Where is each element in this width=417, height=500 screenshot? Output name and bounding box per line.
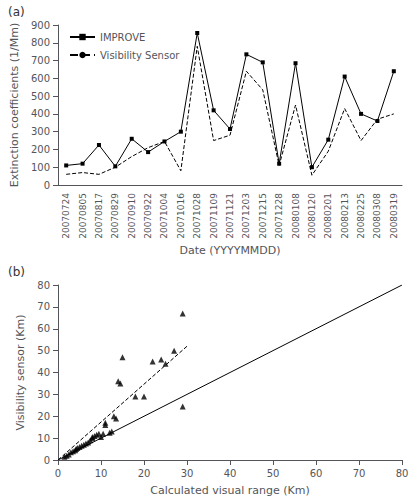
svg-text:60: 60 bbox=[310, 468, 323, 479]
svg-text:Date (YYYYMMDD): Date (YYYYMMDD) bbox=[179, 244, 280, 257]
svg-text:Extinction coefficients (1/Mm): Extinction coefficients (1/Mm) bbox=[8, 23, 21, 187]
svg-text:400: 400 bbox=[31, 108, 50, 119]
svg-text:20080319: 20080319 bbox=[389, 193, 399, 239]
svg-text:0: 0 bbox=[44, 455, 50, 466]
svg-text:40: 40 bbox=[224, 468, 237, 479]
svg-text:200: 200 bbox=[31, 144, 50, 155]
svg-text:500: 500 bbox=[31, 91, 50, 102]
svg-text:10: 10 bbox=[37, 433, 50, 444]
svg-text:20: 20 bbox=[138, 468, 151, 479]
svg-text:20080213: 20080213 bbox=[340, 193, 350, 239]
svg-text:20070829: 20070829 bbox=[110, 193, 120, 239]
svg-text:0: 0 bbox=[44, 180, 50, 191]
svg-text:80: 80 bbox=[37, 280, 50, 291]
svg-text:20071215: 20071215 bbox=[258, 193, 268, 239]
svg-text:900: 900 bbox=[31, 20, 50, 31]
svg-text:20080308: 20080308 bbox=[372, 193, 382, 239]
svg-text:Visibility Sensor: Visibility Sensor bbox=[100, 50, 180, 61]
svg-text:50: 50 bbox=[267, 468, 280, 479]
svg-text:0: 0 bbox=[55, 468, 61, 479]
svg-text:20080108: 20080108 bbox=[291, 193, 301, 239]
svg-text:30: 30 bbox=[181, 468, 194, 479]
svg-text:20080225: 20080225 bbox=[356, 193, 366, 239]
svg-text:20070805: 20070805 bbox=[78, 193, 88, 239]
svg-text:30: 30 bbox=[37, 389, 50, 400]
svg-text:20080201: 20080201 bbox=[323, 193, 333, 239]
svg-text:20071028: 20071028 bbox=[192, 193, 202, 239]
svg-text:50: 50 bbox=[37, 345, 50, 356]
svg-text:100: 100 bbox=[31, 162, 50, 173]
svg-text:20071121: 20071121 bbox=[225, 193, 235, 239]
svg-text:20071004: 20071004 bbox=[159, 193, 169, 239]
svg-text:20: 20 bbox=[37, 411, 50, 422]
svg-text:20080120: 20080120 bbox=[307, 193, 317, 239]
svg-text:(b): (b) bbox=[8, 265, 25, 279]
svg-text:10: 10 bbox=[95, 468, 108, 479]
svg-text:40: 40 bbox=[37, 367, 50, 378]
svg-text:20071203: 20071203 bbox=[241, 193, 251, 239]
svg-text:800: 800 bbox=[31, 37, 50, 48]
svg-text:300: 300 bbox=[31, 126, 50, 137]
svg-text:IMPROVE: IMPROVE bbox=[100, 32, 145, 43]
svg-text:20070922: 20070922 bbox=[143, 193, 153, 239]
svg-text:80: 80 bbox=[396, 468, 409, 479]
svg-text:70: 70 bbox=[37, 301, 50, 312]
svg-text:20071016: 20071016 bbox=[176, 193, 186, 239]
svg-text:60: 60 bbox=[37, 323, 50, 334]
svg-text:20071109: 20071109 bbox=[209, 193, 219, 239]
svg-text:20071228: 20071228 bbox=[274, 193, 284, 239]
svg-text:20070910: 20070910 bbox=[127, 193, 137, 239]
svg-text:600: 600 bbox=[31, 73, 50, 84]
svg-text:(a): (a) bbox=[8, 5, 25, 19]
svg-text:700: 700 bbox=[31, 55, 50, 66]
svg-text:20070817: 20070817 bbox=[94, 193, 104, 239]
svg-text:Visibility sensor (Km): Visibility sensor (Km) bbox=[14, 314, 27, 430]
svg-text:Calculated visual range (Km): Calculated visual range (Km) bbox=[150, 484, 309, 497]
svg-text:20070724: 20070724 bbox=[61, 193, 71, 239]
svg-text:70: 70 bbox=[353, 468, 366, 479]
